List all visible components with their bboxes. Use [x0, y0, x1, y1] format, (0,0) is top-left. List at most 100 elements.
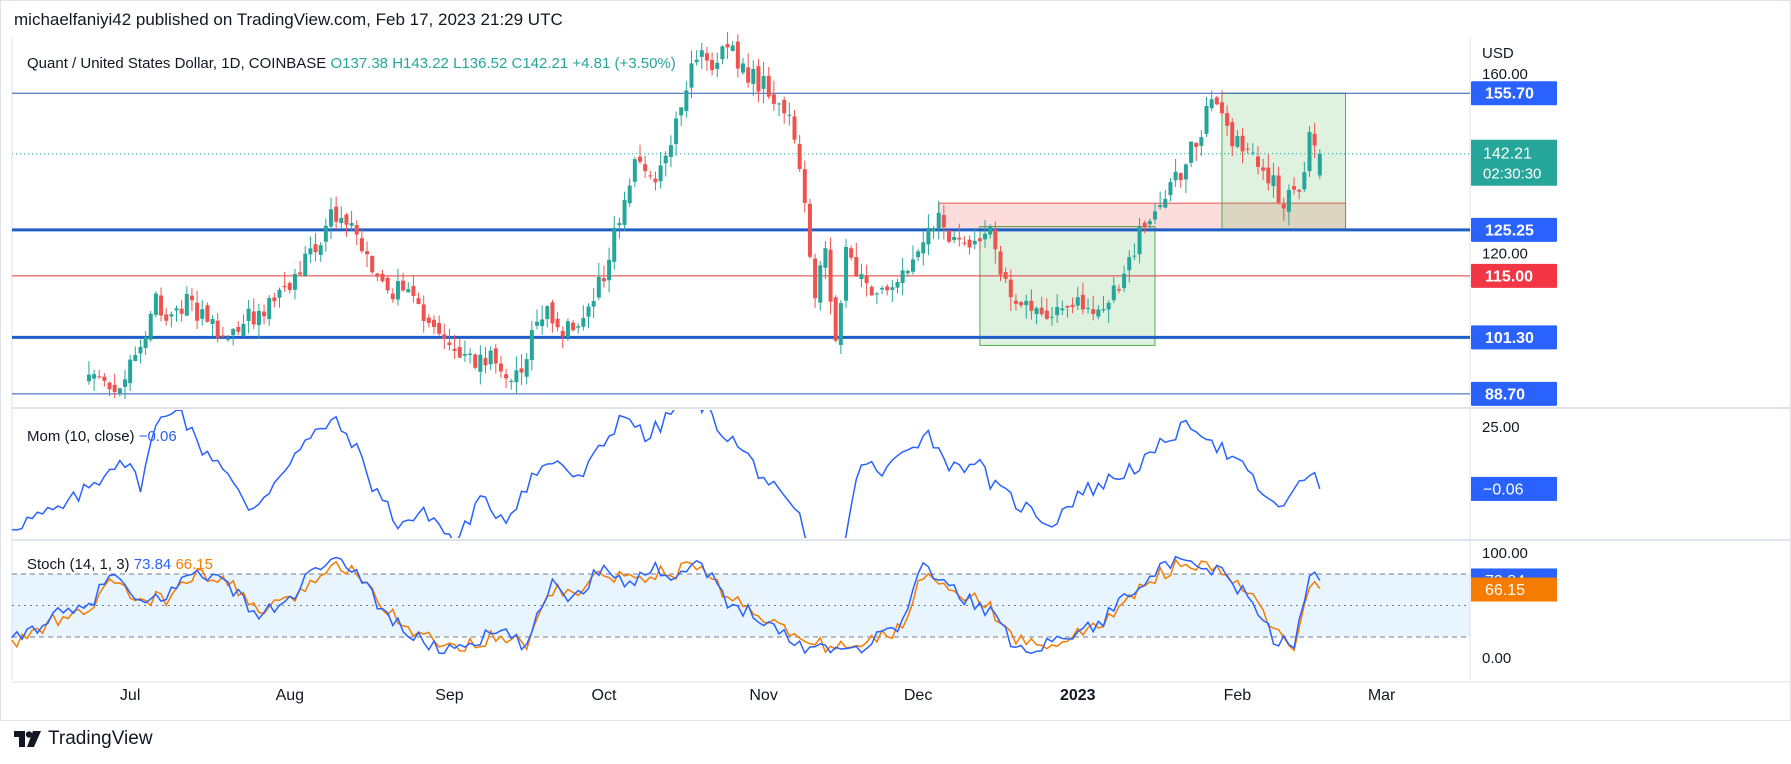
candle-body	[947, 230, 951, 242]
candle-body	[390, 293, 395, 300]
candle-body	[107, 382, 112, 390]
tradingview-brand[interactable]: TradingView	[14, 728, 153, 750]
time-tick-jul: Jul	[120, 687, 140, 704]
candle-body	[375, 273, 380, 277]
candle-body	[344, 214, 349, 225]
candle-body	[1276, 175, 1281, 203]
time-tick-nov: Nov	[749, 687, 777, 704]
candle-body	[730, 45, 735, 51]
candle-body	[1147, 221, 1152, 225]
time-tick-dec: Dec	[904, 687, 932, 704]
candle-body	[493, 348, 498, 364]
candle-body	[704, 53, 709, 61]
time-tick-2023: 2023	[1060, 687, 1096, 704]
candle-body	[200, 309, 205, 319]
level-label-1: 125.25	[1485, 222, 1534, 239]
candle-body	[818, 265, 823, 303]
candle-body	[241, 323, 246, 337]
candle-body	[596, 276, 601, 298]
candle-body	[1199, 137, 1204, 146]
candle-body	[864, 276, 869, 284]
stoch-group	[11, 555, 1470, 655]
candle-body	[1070, 304, 1075, 308]
price-tick-label: 120.00	[1482, 245, 1528, 262]
candle-body	[1029, 300, 1034, 311]
candle-body	[215, 320, 220, 339]
candle-body	[488, 350, 493, 365]
stoch-d-value: 66.15	[175, 556, 213, 573]
candle-body	[401, 280, 406, 291]
price-tick-label: 160.00	[1482, 66, 1528, 83]
candle-body	[926, 227, 931, 245]
candle-body	[437, 322, 442, 334]
candle-body	[735, 41, 740, 69]
candle-body	[617, 223, 622, 226]
candle-body	[1312, 133, 1317, 146]
candle-body	[329, 209, 333, 227]
candle-body	[648, 175, 653, 177]
price-legend: Quant / United States Dollar, 1D, COINBA…	[27, 55, 676, 72]
candle-body	[452, 348, 457, 351]
candle-body	[1286, 189, 1291, 212]
candle-body	[148, 313, 153, 340]
candle-body	[761, 76, 766, 89]
candle-body	[1060, 308, 1065, 311]
candle-body	[236, 326, 241, 332]
candle-body	[967, 239, 972, 248]
candle-body	[292, 273, 297, 290]
candle-body	[849, 248, 854, 258]
candle-body	[1245, 148, 1250, 150]
candle-body	[365, 251, 370, 255]
candle-body	[571, 322, 576, 331]
price-axis-unit: USD	[1482, 45, 1514, 62]
candle-body	[710, 59, 715, 71]
candle-body	[1158, 205, 1163, 208]
legend-change: +4.81 (+3.50%)	[572, 55, 676, 72]
candle-body	[1163, 198, 1168, 208]
candle-body	[684, 90, 689, 111]
level-label-bg-1	[1471, 217, 1557, 242]
candle-body	[323, 225, 328, 242]
candle-body	[880, 287, 885, 290]
time-tick-oct: Oct	[592, 687, 617, 704]
candle-body	[792, 116, 797, 140]
candle-body	[1080, 294, 1085, 310]
candle-body	[123, 379, 127, 387]
candle-body	[432, 319, 436, 327]
candle-body	[1106, 302, 1111, 310]
candle-body	[957, 237, 962, 240]
candle-body	[1261, 167, 1266, 171]
candle-body	[581, 317, 586, 327]
candle-body	[833, 297, 838, 341]
candle-body	[1307, 132, 1312, 172]
candle-body	[184, 293, 189, 316]
candle-body	[715, 62, 720, 69]
candle-body	[102, 376, 107, 381]
candle-body	[952, 236, 957, 240]
candle-body	[1039, 307, 1044, 315]
candle-body	[1132, 255, 1137, 257]
candle-body	[1230, 122, 1235, 147]
candle-body	[689, 63, 694, 88]
candle-body	[797, 143, 802, 169]
candle-body	[529, 330, 534, 361]
last-price-label: 142.21	[1483, 146, 1532, 163]
time-tick-sep: Sep	[435, 687, 464, 704]
candle-body	[159, 295, 164, 316]
candle-body	[128, 359, 133, 384]
mom-last-label: −0.06	[1483, 481, 1524, 498]
mom-name: Mom (10, close)	[27, 428, 135, 445]
candle-body	[1050, 316, 1054, 318]
candle-body	[1302, 172, 1307, 190]
candle-body	[1019, 302, 1024, 306]
candle-body	[854, 257, 859, 276]
candle-body	[844, 246, 848, 301]
candle-body	[524, 359, 529, 377]
legend-close: C142.21	[511, 55, 569, 72]
candle-body	[457, 347, 462, 358]
candle-body	[1168, 182, 1173, 196]
candle-body	[334, 206, 339, 222]
candle-body	[983, 233, 988, 240]
candle-body	[993, 229, 998, 250]
candle-body	[262, 311, 267, 317]
